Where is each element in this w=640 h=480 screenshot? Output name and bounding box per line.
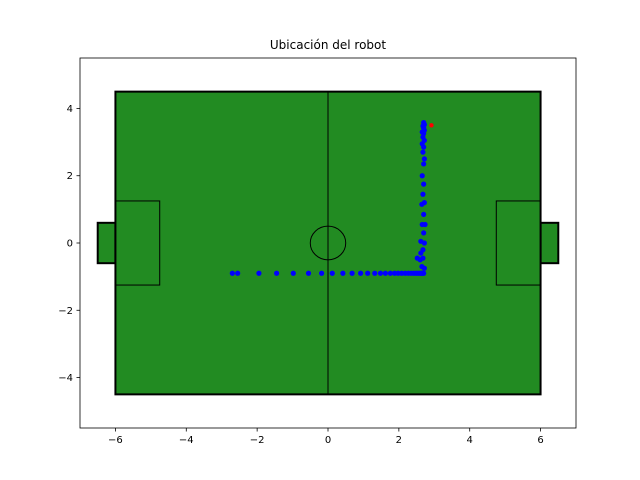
left-penalty-box <box>114 200 161 286</box>
x-tick-label: 2 <box>396 435 402 446</box>
robot-point <box>419 263 425 270</box>
y-tick-label: −4 <box>58 373 73 384</box>
left-goal <box>96 221 117 265</box>
robot-point <box>421 161 427 167</box>
right-goal <box>539 221 560 265</box>
x-tick-label: 0 <box>325 435 331 446</box>
robot-point <box>329 270 335 276</box>
robot-point <box>420 191 426 197</box>
target-point <box>429 123 434 128</box>
robot-point <box>421 270 427 276</box>
robot-point <box>421 156 427 162</box>
robot-point <box>418 238 424 244</box>
robot-point <box>319 270 325 276</box>
robot-point <box>382 270 388 276</box>
x-tick-label: −4 <box>179 435 194 446</box>
chart-title: Ubicación del robot <box>270 38 386 52</box>
robot-point <box>422 221 428 228</box>
right-penalty-box <box>495 200 542 286</box>
y-tick-label: 4 <box>67 104 73 115</box>
robot-point <box>229 270 235 276</box>
robot-point <box>419 173 425 179</box>
robot-point <box>372 270 378 276</box>
robot-point <box>235 270 241 276</box>
robot-point <box>421 230 427 236</box>
robot-point <box>357 270 364 276</box>
robot-point <box>349 270 355 276</box>
robot-point <box>340 270 346 276</box>
robot-point <box>365 270 371 276</box>
y-tick-label: −2 <box>58 306 73 317</box>
robot-point <box>421 211 427 218</box>
x-tick-label: −2 <box>250 435 265 446</box>
robot-point <box>420 149 426 155</box>
robot-point <box>421 181 427 187</box>
y-tick-label: 0 <box>67 239 73 250</box>
robot-point <box>274 270 280 276</box>
plot-area: −6 −4 −2 0 2 4 6 −4 −2 0 2 4 <box>58 57 577 446</box>
robot-point <box>377 270 384 276</box>
x-tick-label: −6 <box>108 435 123 446</box>
robot-point <box>420 255 426 261</box>
robot-point <box>290 270 296 276</box>
robot-point <box>420 247 426 253</box>
robot-point <box>305 270 312 276</box>
robot-point <box>421 200 427 206</box>
robot-point <box>387 270 393 276</box>
robot-point <box>256 270 262 276</box>
x-tick-label: 6 <box>537 435 543 446</box>
y-tick-label: 2 <box>67 171 73 182</box>
center-circle <box>309 225 347 261</box>
robot-point <box>421 119 427 126</box>
x-tick-label: 4 <box>467 435 473 446</box>
